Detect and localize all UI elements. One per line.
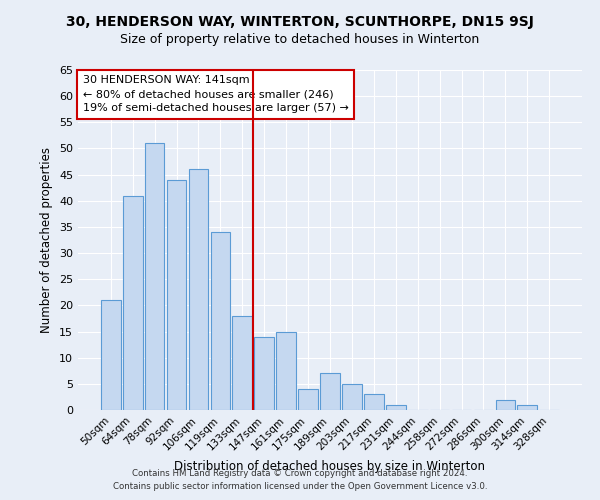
Text: 30, HENDERSON WAY, WINTERTON, SCUNTHORPE, DN15 9SJ: 30, HENDERSON WAY, WINTERTON, SCUNTHORPE… bbox=[66, 15, 534, 29]
Bar bbox=[211, 232, 230, 410]
Bar bbox=[254, 337, 274, 410]
Bar bbox=[320, 374, 340, 410]
Bar bbox=[188, 170, 208, 410]
X-axis label: Distribution of detached houses by size in Winterton: Distribution of detached houses by size … bbox=[175, 460, 485, 473]
Bar bbox=[298, 389, 318, 410]
Bar bbox=[232, 316, 252, 410]
Text: 30 HENDERSON WAY: 141sqm
← 80% of detached houses are smaller (246)
19% of semi-: 30 HENDERSON WAY: 141sqm ← 80% of detach… bbox=[83, 75, 349, 113]
Bar bbox=[101, 300, 121, 410]
Bar bbox=[386, 405, 406, 410]
Text: Contains public sector information licensed under the Open Government Licence v3: Contains public sector information licen… bbox=[113, 482, 487, 491]
Bar bbox=[276, 332, 296, 410]
Bar bbox=[517, 405, 537, 410]
Bar bbox=[342, 384, 362, 410]
Y-axis label: Number of detached properties: Number of detached properties bbox=[40, 147, 53, 333]
Bar bbox=[496, 400, 515, 410]
Bar bbox=[145, 143, 164, 410]
Bar bbox=[364, 394, 384, 410]
Bar bbox=[123, 196, 143, 410]
Bar bbox=[167, 180, 187, 410]
Text: Contains HM Land Registry data © Crown copyright and database right 2024.: Contains HM Land Registry data © Crown c… bbox=[132, 468, 468, 477]
Text: Size of property relative to detached houses in Winterton: Size of property relative to detached ho… bbox=[121, 32, 479, 46]
